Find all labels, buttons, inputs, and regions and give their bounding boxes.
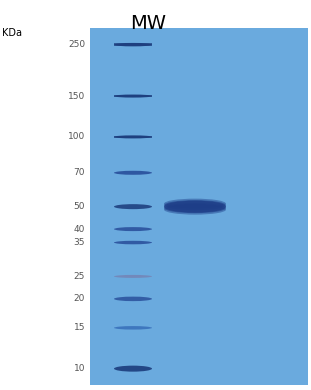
Ellipse shape [114, 241, 152, 244]
Ellipse shape [164, 205, 226, 214]
Text: 15: 15 [73, 323, 85, 332]
Ellipse shape [114, 94, 152, 98]
Ellipse shape [114, 275, 152, 278]
Ellipse shape [164, 203, 226, 213]
Ellipse shape [164, 200, 226, 210]
Ellipse shape [114, 135, 152, 138]
Ellipse shape [114, 204, 152, 209]
Text: 250: 250 [68, 40, 85, 49]
Ellipse shape [114, 171, 152, 175]
Ellipse shape [164, 200, 226, 213]
Bar [114, 43, 152, 46]
Text: 35: 35 [73, 238, 85, 247]
Ellipse shape [114, 366, 152, 372]
Text: MW: MW [130, 14, 166, 33]
Ellipse shape [114, 297, 152, 301]
Bar [114, 95, 152, 97]
Text: 40: 40 [74, 225, 85, 234]
Ellipse shape [114, 43, 152, 46]
Ellipse shape [164, 199, 226, 209]
Text: 10: 10 [73, 364, 85, 373]
Text: 20: 20 [74, 294, 85, 303]
Text: 70: 70 [73, 168, 85, 177]
Text: 150: 150 [68, 92, 85, 101]
Bar [90, 28, 308, 385]
Text: 100: 100 [68, 132, 85, 142]
Text: KDa: KDa [2, 28, 22, 38]
Text: 25: 25 [74, 272, 85, 281]
Bar [114, 136, 152, 138]
Ellipse shape [114, 326, 152, 330]
Text: 50: 50 [73, 202, 85, 211]
Ellipse shape [114, 227, 152, 231]
